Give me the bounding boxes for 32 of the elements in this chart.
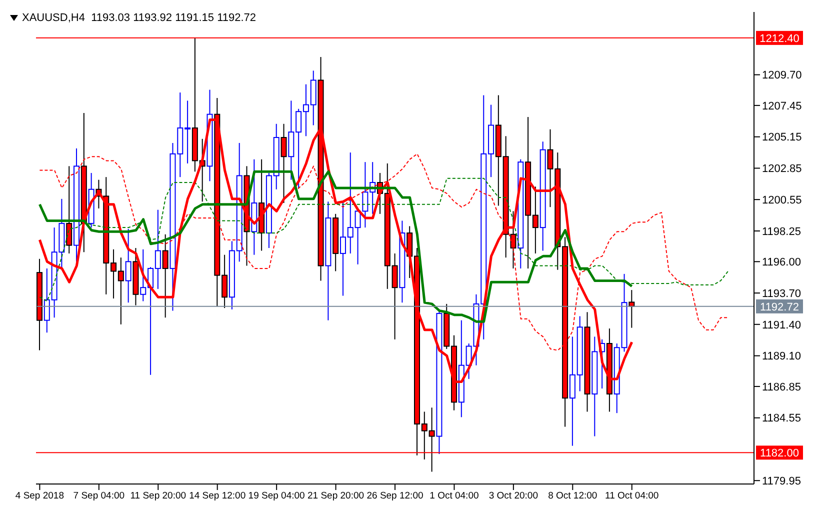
ref-line-label: 1182.00 xyxy=(760,448,799,460)
candlestick xyxy=(280,123,287,204)
ref-line-label: 1192.72 xyxy=(760,301,799,314)
candlestick xyxy=(66,166,72,254)
chart-title: XAUUSD,H4 1193.03 1193.92 1191.15 1192.72 xyxy=(22,12,256,24)
y-tick-label: 1191.40 xyxy=(762,319,801,332)
y-tick-label: 1207.45 xyxy=(762,100,802,112)
y-tick-label: 1189.10 xyxy=(762,350,801,363)
x-tick-label: 3 Oct 20:00 xyxy=(488,490,538,502)
x-tick-label: 21 Sep 20:00 xyxy=(308,490,364,502)
x-tick-label: 19 Sep 04:00 xyxy=(248,490,305,502)
x-tick-label: 26 Sep 12:00 xyxy=(366,490,424,502)
y-tick-label: 1196.00 xyxy=(762,256,801,269)
x-tick-label: 7 Sep 04:00 xyxy=(73,490,125,502)
x-tick-label: 4 Sep 2018 xyxy=(15,490,64,502)
y-tick-label: 1200.55 xyxy=(762,194,802,206)
ref-line-label: 1212.40 xyxy=(760,32,800,45)
x-tick-label: 8 Oct 12:00 xyxy=(548,490,598,502)
x-tick-label: 1 Oct 04:00 xyxy=(430,490,479,502)
y-tick-label: 1198.25 xyxy=(762,226,801,238)
x-tick-label: 11 Oct 04:00 xyxy=(605,490,659,502)
y-tick-label: 1179.95 xyxy=(762,475,801,488)
y-tick-label: 1186.85 xyxy=(762,381,801,394)
candlestick xyxy=(125,228,132,304)
x-tick-label: 11 Sep 20:00 xyxy=(130,490,186,502)
y-tick-label: 1205.15 xyxy=(762,132,802,144)
y-tick-label: 1193.70 xyxy=(762,288,801,300)
candlestick xyxy=(162,234,168,318)
y-tick-label: 1209.70 xyxy=(762,70,802,82)
y-tick-label: 1202.85 xyxy=(762,163,802,176)
y-tick-label: 1184.55 xyxy=(762,412,801,425)
x-tick-label: 14 Sep 12:00 xyxy=(189,490,246,502)
